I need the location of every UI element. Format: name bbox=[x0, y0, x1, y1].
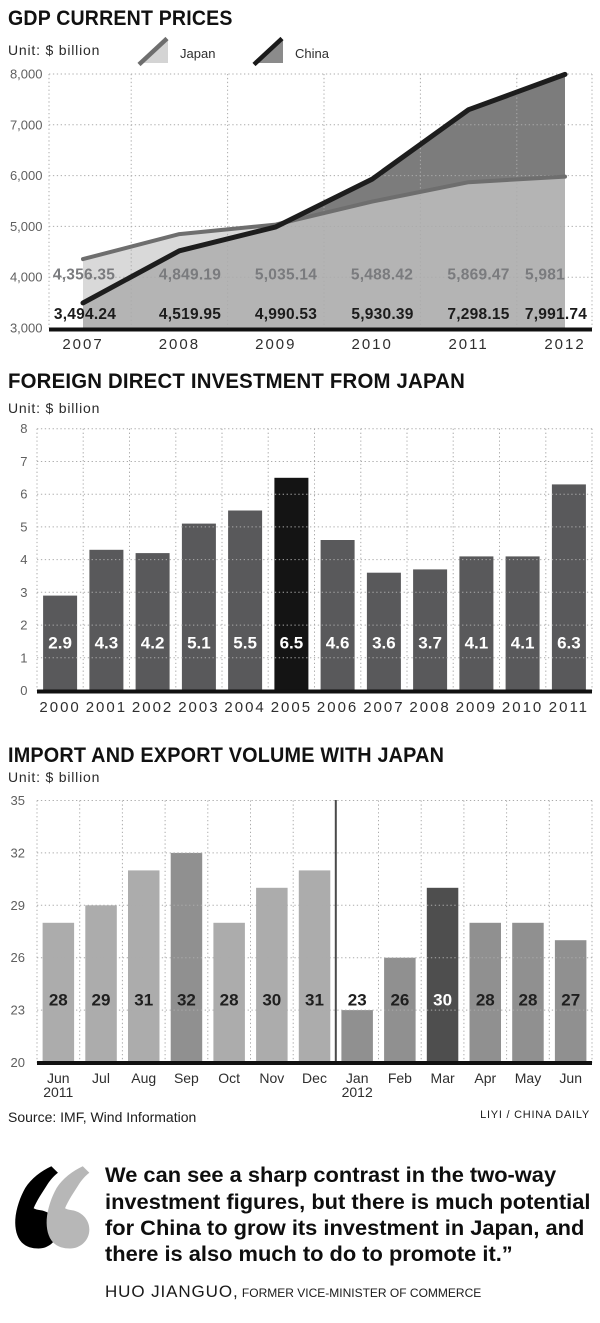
svg-text:32: 32 bbox=[177, 991, 196, 1010]
svg-text:30: 30 bbox=[262, 991, 281, 1010]
svg-text:3,000: 3,000 bbox=[10, 321, 43, 336]
svg-text:8: 8 bbox=[20, 421, 27, 436]
svg-text:4.1: 4.1 bbox=[511, 634, 535, 653]
svg-text:29: 29 bbox=[92, 991, 111, 1010]
svg-text:1: 1 bbox=[20, 650, 27, 665]
svg-text:Sep: Sep bbox=[174, 1070, 199, 1086]
svg-text:Jul: Jul bbox=[92, 1070, 110, 1086]
svg-text:28: 28 bbox=[519, 991, 538, 1010]
svg-text:4.2: 4.2 bbox=[141, 634, 165, 653]
svg-text:China: China bbox=[295, 46, 330, 61]
svg-text:4.1: 4.1 bbox=[465, 634, 489, 653]
svg-text:29: 29 bbox=[11, 898, 25, 913]
svg-text:2000: 2000 bbox=[39, 699, 80, 716]
svg-text:2012: 2012 bbox=[342, 1084, 373, 1100]
svg-text:5,930.39: 5,930.39 bbox=[351, 306, 413, 323]
svg-text:2011: 2011 bbox=[43, 1084, 73, 1100]
svg-text:2010: 2010 bbox=[352, 336, 393, 353]
svg-text:0: 0 bbox=[20, 683, 27, 698]
svg-text:Jan: Jan bbox=[346, 1070, 369, 1086]
svg-text:20: 20 bbox=[11, 1055, 25, 1070]
svg-text:2008: 2008 bbox=[159, 336, 200, 353]
svg-text:Nov: Nov bbox=[259, 1070, 284, 1086]
svg-text:3.6: 3.6 bbox=[372, 634, 396, 653]
svg-text:2.9: 2.9 bbox=[48, 634, 72, 653]
svg-text:2009: 2009 bbox=[255, 336, 296, 353]
svg-text:Feb: Feb bbox=[388, 1070, 412, 1086]
svg-text:5,000: 5,000 bbox=[10, 219, 43, 234]
svg-text:2007: 2007 bbox=[62, 336, 103, 353]
svg-text:2007: 2007 bbox=[363, 699, 404, 716]
svg-text:3: 3 bbox=[20, 585, 27, 600]
svg-text:3,494.24: 3,494.24 bbox=[54, 306, 116, 323]
svg-text:6.3: 6.3 bbox=[557, 634, 581, 653]
svg-text:Jun: Jun bbox=[559, 1070, 582, 1086]
svg-text:4,849.19: 4,849.19 bbox=[159, 267, 221, 284]
svg-text:26: 26 bbox=[11, 950, 25, 965]
svg-text:2002: 2002 bbox=[132, 699, 173, 716]
svg-text:Jun: Jun bbox=[47, 1070, 70, 1086]
svg-text:2: 2 bbox=[20, 618, 27, 633]
svg-text:2009: 2009 bbox=[456, 699, 497, 716]
svg-text:31: 31 bbox=[134, 991, 153, 1010]
svg-text:2006: 2006 bbox=[317, 699, 358, 716]
svg-text:2010: 2010 bbox=[502, 699, 543, 716]
svg-text:2012: 2012 bbox=[544, 336, 585, 353]
svg-text:7,000: 7,000 bbox=[10, 117, 43, 132]
svg-text:4,519.95: 4,519.95 bbox=[159, 306, 221, 323]
svg-text:5,869.47: 5,869.47 bbox=[447, 267, 509, 284]
svg-text:28: 28 bbox=[49, 991, 68, 1010]
svg-text:7,991.74: 7,991.74 bbox=[525, 306, 587, 323]
svg-text:4: 4 bbox=[20, 552, 27, 567]
svg-text:27: 27 bbox=[561, 991, 580, 1010]
svg-text:Aug: Aug bbox=[131, 1070, 156, 1086]
svg-text:5,035.14: 5,035.14 bbox=[255, 267, 317, 284]
svg-text:26: 26 bbox=[390, 991, 409, 1010]
svg-text:4,000: 4,000 bbox=[10, 270, 43, 285]
svg-text:4.6: 4.6 bbox=[326, 634, 350, 653]
svg-text:5.5: 5.5 bbox=[233, 634, 257, 653]
svg-text:30: 30 bbox=[433, 991, 452, 1010]
svg-text:28: 28 bbox=[220, 991, 239, 1010]
svg-text:3.7: 3.7 bbox=[418, 634, 442, 653]
svg-text:7,298.15: 7,298.15 bbox=[447, 306, 509, 323]
svg-text:6: 6 bbox=[20, 487, 27, 502]
svg-text:6.5: 6.5 bbox=[280, 634, 304, 653]
svg-text:2011: 2011 bbox=[448, 336, 488, 353]
svg-text:28: 28 bbox=[476, 991, 495, 1010]
svg-text:23: 23 bbox=[348, 991, 367, 1010]
svg-text:7: 7 bbox=[20, 454, 27, 469]
svg-text:4,356.35: 4,356.35 bbox=[53, 267, 115, 284]
svg-text:8,000: 8,000 bbox=[10, 67, 43, 82]
svg-text:2001: 2001 bbox=[86, 699, 127, 716]
svg-text:32: 32 bbox=[11, 845, 25, 860]
svg-text:35: 35 bbox=[11, 793, 25, 808]
svg-text:5,488.42: 5,488.42 bbox=[351, 267, 413, 284]
svg-text:5: 5 bbox=[20, 519, 27, 534]
svg-text:2005: 2005 bbox=[271, 699, 312, 716]
svg-text:2008: 2008 bbox=[409, 699, 450, 716]
svg-text:Dec: Dec bbox=[302, 1070, 327, 1086]
svg-text:23: 23 bbox=[11, 1003, 25, 1018]
svg-text:2011: 2011 bbox=[549, 699, 589, 716]
svg-text:May: May bbox=[515, 1070, 541, 1086]
svg-text:Apr: Apr bbox=[474, 1070, 496, 1086]
svg-text:Mar: Mar bbox=[431, 1070, 455, 1086]
svg-text:5,981: 5,981 bbox=[525, 267, 565, 284]
svg-text:Japan: Japan bbox=[180, 46, 215, 61]
svg-text:2004: 2004 bbox=[224, 699, 265, 716]
svg-text:Oct: Oct bbox=[218, 1070, 240, 1086]
svg-text:6,000: 6,000 bbox=[10, 168, 43, 183]
svg-text:31: 31 bbox=[305, 991, 324, 1010]
svg-text:4,990.53: 4,990.53 bbox=[255, 306, 317, 323]
svg-text:2003: 2003 bbox=[178, 699, 219, 716]
svg-text:5.1: 5.1 bbox=[187, 634, 211, 653]
svg-text:4.3: 4.3 bbox=[95, 634, 119, 653]
